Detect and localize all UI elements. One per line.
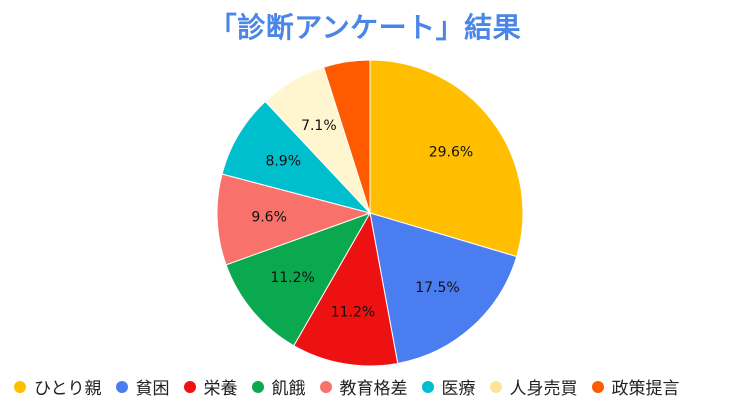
legend-item-5: 教育格差	[319, 374, 408, 399]
legend: ひとり親 貧困 栄養 飢餓 教育格差 医療 人身売買 政策提言	[14, 374, 680, 399]
pie-slice-6	[221, 100, 372, 214]
legend-label: 栄養	[203, 379, 238, 399]
legend-item-7: 人身売買	[489, 374, 578, 399]
legend-label: ひとり親	[34, 379, 102, 399]
legend-swatch	[489, 380, 502, 393]
legend-item-8: 政策提言	[591, 374, 680, 399]
legend-item-3: 栄養	[183, 374, 238, 399]
slice-label-7: 7.1%	[301, 118, 337, 134]
legend-label: 政策提言	[611, 379, 680, 399]
legend-swatch	[183, 380, 196, 393]
legend-item-6: 医療	[421, 374, 476, 399]
slice-label-6: 8.9%	[265, 153, 301, 169]
slice-label-4: 11.2%	[270, 270, 314, 286]
legend-swatch	[319, 380, 332, 393]
pie-slices	[216, 59, 524, 367]
legend-swatch	[421, 380, 434, 393]
legend-swatch	[251, 380, 264, 393]
pie-slice-2	[369, 212, 518, 365]
legend-label: 人身売買	[509, 379, 578, 399]
pie-labels: 29.6% 17.5% 11.2% 11.2% 9.6% 8.9% 7.1%	[251, 118, 473, 321]
pie-slice-3	[293, 211, 399, 367]
legend-label: 教育格差	[339, 379, 408, 399]
pie-slice-8	[323, 59, 371, 214]
legend-item-1: ひとり親	[14, 374, 102, 399]
legend-item-4: 飢餓	[251, 374, 306, 399]
slice-label-1: 29.6%	[429, 145, 473, 161]
legend-swatch	[591, 380, 604, 393]
legend-label: 飢餓	[271, 379, 306, 399]
legend-label: 医療	[441, 379, 476, 399]
slice-label-2: 17.5%	[415, 280, 459, 296]
legend-label: 貧困	[135, 379, 170, 399]
slice-label-3: 11.2%	[331, 305, 375, 321]
pie-slice-5	[216, 173, 372, 266]
legend-swatch	[14, 380, 26, 393]
chart-title: 「診断アンケート」結果	[208, 11, 522, 44]
pie-slice-1	[369, 59, 524, 258]
legend-item-2: 貧困	[115, 374, 170, 399]
slice-label-5: 9.6%	[251, 209, 287, 225]
legend-swatch	[115, 380, 128, 393]
pie-slice-4	[225, 212, 372, 347]
